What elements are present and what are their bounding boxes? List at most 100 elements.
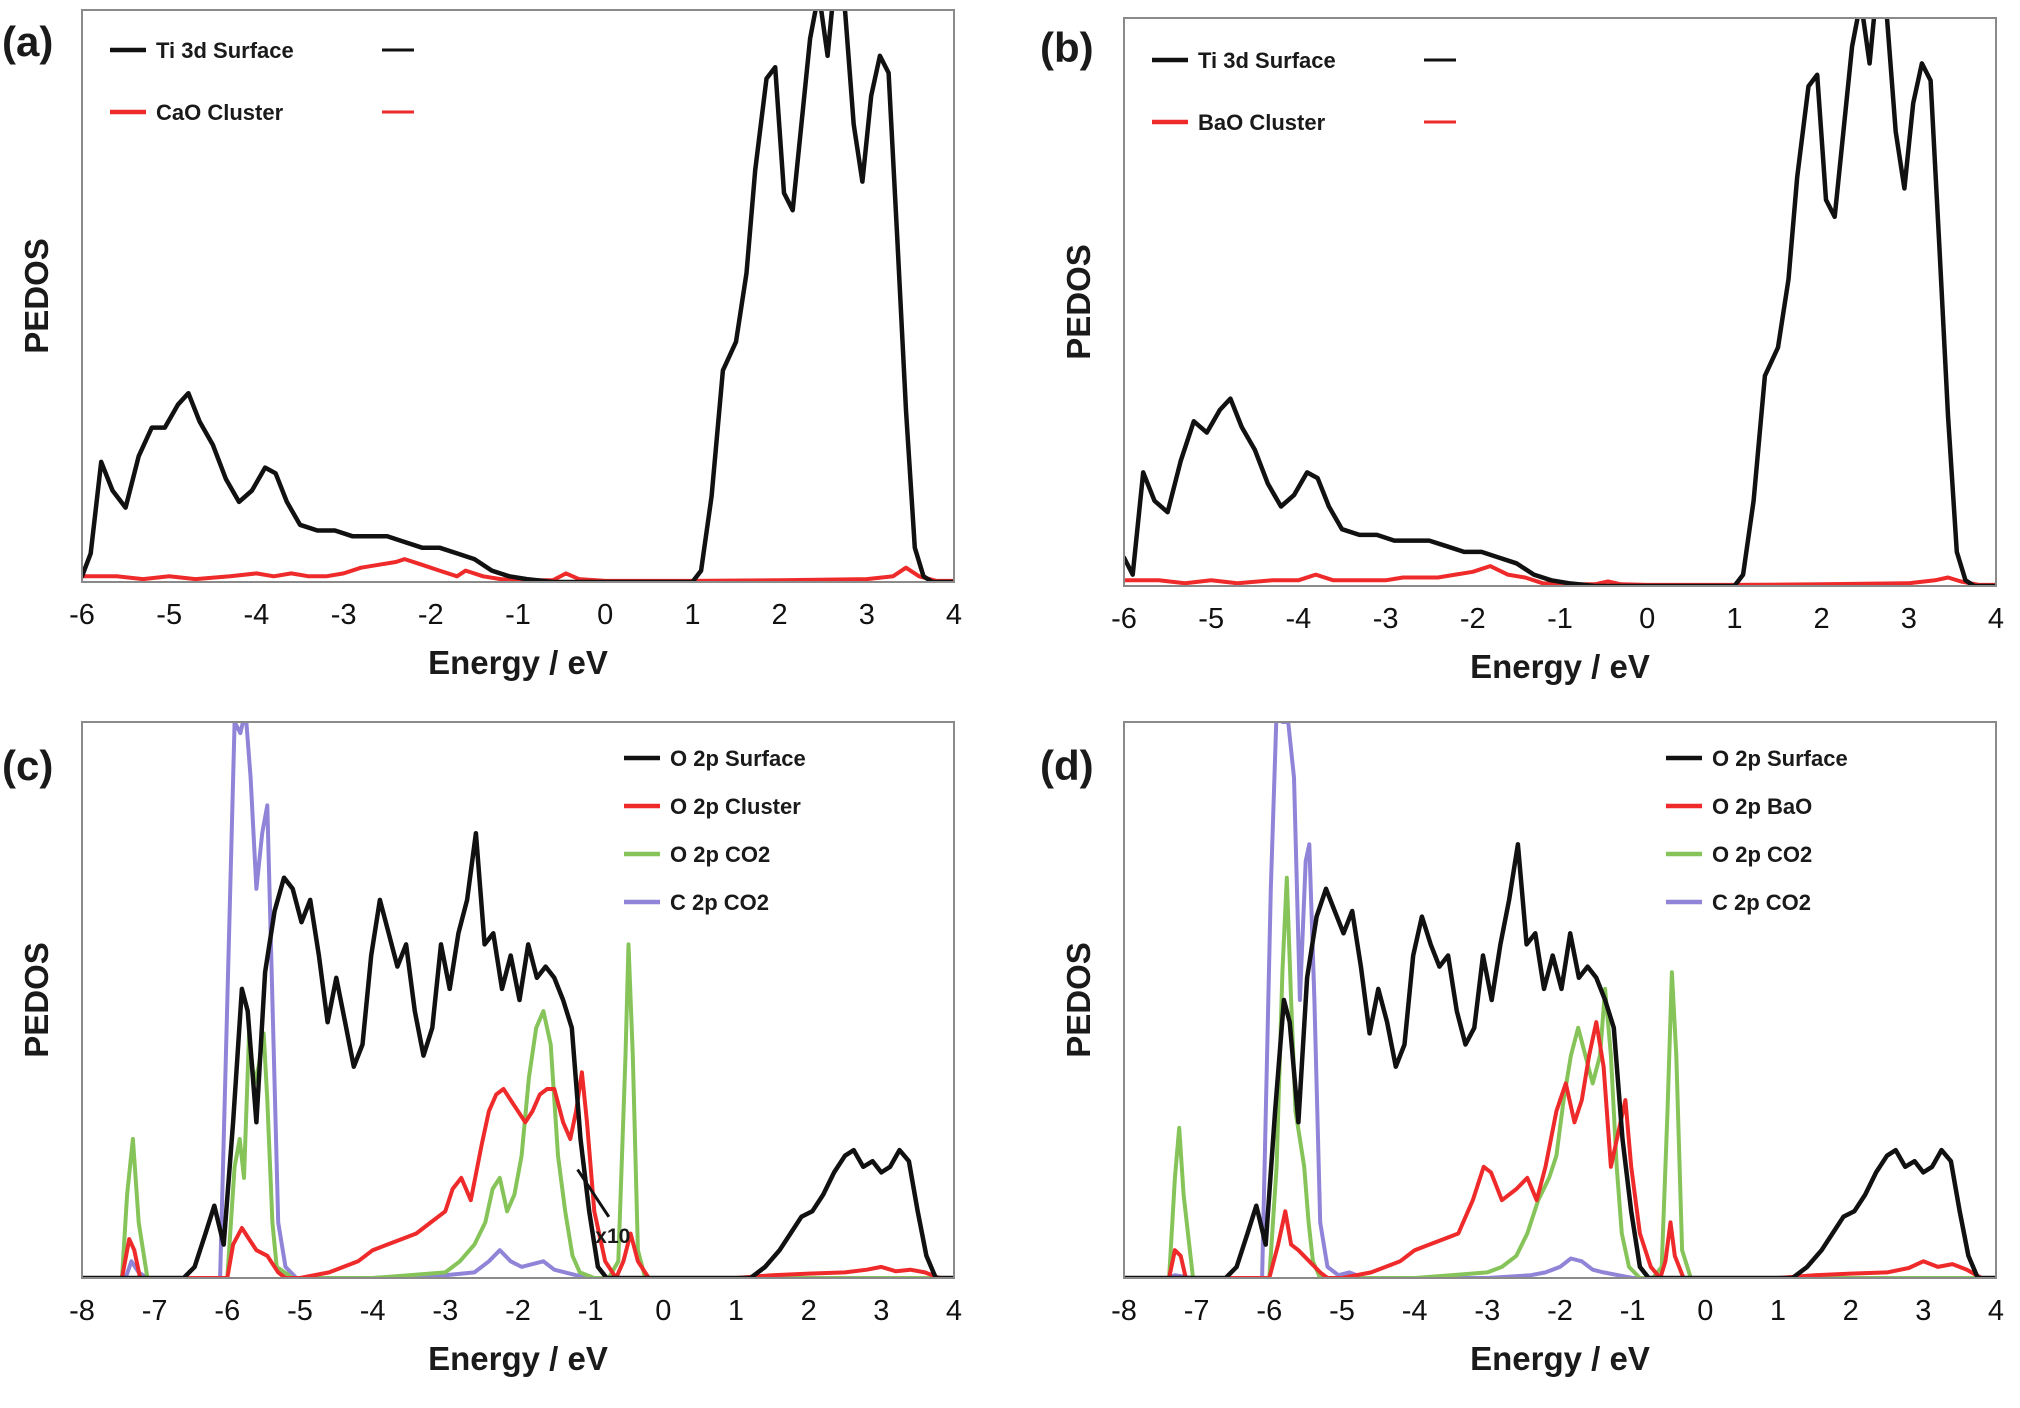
x-tick-label: 3 xyxy=(1915,1295,1931,1327)
x-tick-label: 2 xyxy=(1843,1295,1859,1327)
series-line-o-2p-co2 xyxy=(82,942,954,1278)
x-tick-label: -3 xyxy=(432,1295,458,1327)
y-axis-label: PEDOS xyxy=(18,238,55,354)
panel-label: (a) xyxy=(2,18,53,65)
x-axis-label: Energy / eV xyxy=(428,644,608,681)
x-tick-label: -1 xyxy=(505,599,531,631)
plot-frame xyxy=(81,721,955,1279)
x-tick-label: -2 xyxy=(1547,1295,1573,1327)
x-tick-label: 3 xyxy=(1901,603,1917,635)
legend-label: O 2p CO2 xyxy=(1712,842,1812,867)
x-tick-label: -6 xyxy=(69,599,95,631)
x-tick-label: 4 xyxy=(946,599,962,631)
series-line-o-2p-co2 xyxy=(1124,875,1996,1278)
x-tick-label: -2 xyxy=(505,1295,531,1327)
legend-label: O 2p Cluster xyxy=(670,794,801,819)
plot-frame xyxy=(81,9,955,583)
x-tick-label: -2 xyxy=(418,599,444,631)
series-line-cao-cluster xyxy=(82,557,954,582)
x-tick-label: 3 xyxy=(873,1295,889,1327)
legend-label: O 2p Surface xyxy=(670,746,806,771)
x-tick-label: -4 xyxy=(244,599,270,631)
x-tick-label: 1 xyxy=(1726,603,1742,635)
legend-label: O 2p Surface xyxy=(1712,746,1848,771)
legend-label: C 2p CO2 xyxy=(670,890,769,915)
x-tick-label: -3 xyxy=(1474,1295,1500,1327)
x-tick-label: -1 xyxy=(578,1295,604,1327)
x-tick-label: 2 xyxy=(772,599,788,631)
legend: Ti 3d Surface CaO Cluster xyxy=(110,38,414,125)
x-tick-label: -4 xyxy=(360,1295,386,1327)
legend-label: Ti 3d Surface xyxy=(156,38,294,63)
x-tick-label: -6 xyxy=(1256,1295,1282,1327)
legend: O 2p Surface O 2p Cluster O 2p CO2 C 2p CO2 xyxy=(624,746,806,915)
legend: Ti 3d Surface BaO Cluster xyxy=(1152,48,1456,135)
x-tick-label: -6 xyxy=(1111,603,1137,635)
x-tick-label: -5 xyxy=(287,1295,313,1327)
chart-panel-d: -8 -7 -6 -5 -4 -3 -2 -1 0 1 2 3 4 Energy / eV PEDOS (d)… xyxy=(1040,721,2004,1377)
legend-label: O 2p BaO xyxy=(1712,794,1812,819)
x-tick-label: -5 xyxy=(156,599,182,631)
y-axis-label: PEDOS xyxy=(18,942,55,1058)
x-tick-label: -3 xyxy=(331,599,357,631)
x-tick-label: 0 xyxy=(655,1295,671,1327)
x-tick-label: -1 xyxy=(1547,603,1573,635)
x-axis-label: Energy / eV xyxy=(428,1340,608,1377)
x-tick-label: -3 xyxy=(1373,603,1399,635)
plot-frame xyxy=(1123,721,1997,1279)
x-tick-label: 0 xyxy=(597,599,613,631)
x-tick-label: 3 xyxy=(859,599,875,631)
y-axis-label: PEDOS xyxy=(1060,942,1097,1058)
plot-frame xyxy=(1123,17,1997,587)
y-axis-label: PEDOS xyxy=(1060,244,1097,360)
series-group xyxy=(1124,722,1996,1278)
legend-label: BaO Cluster xyxy=(1198,110,1326,135)
chart-panel-c: -8 -7 -6 -5 -4 -3 -2 -1 0 1 2 3 4 Energy / eV PEDOS (c)… xyxy=(2,721,962,1377)
x-tick-label: 1 xyxy=(1770,1295,1786,1327)
x-tick-label: -1 xyxy=(1620,1295,1646,1327)
x-tick-label: 4 xyxy=(1988,603,2004,635)
series-line-o-2p-surface xyxy=(82,830,954,1278)
x-tick-label: 0 xyxy=(1697,1295,1713,1327)
x-tick-label: -7 xyxy=(1184,1295,1210,1327)
x-tick-label: -2 xyxy=(1460,603,1486,635)
annotation-arrow xyxy=(576,1168,611,1218)
series-line-o-2p-cluster xyxy=(82,1070,954,1278)
legend: O 2p Surface O 2p BaO O 2p CO2 C 2p CO2 xyxy=(1666,746,1848,915)
x-tick-label: -5 xyxy=(1198,603,1224,635)
x-tick-label: -4 xyxy=(1286,603,1312,635)
legend-label: O 2p CO2 xyxy=(670,842,770,867)
series-line-o-2p-bao xyxy=(1124,1020,1996,1278)
x-tick-label: 1 xyxy=(728,1295,744,1327)
x-tick-label: 2 xyxy=(801,1295,817,1327)
x-tick-label: 4 xyxy=(1988,1295,2004,1327)
legend-label: CaO Cluster xyxy=(156,100,284,125)
x-axis-label: Energy / eV xyxy=(1470,648,1650,685)
series-line-ti-3d-surface xyxy=(1124,18,1996,586)
x-tick-label: -8 xyxy=(69,1295,95,1327)
annotation-label: x10 xyxy=(595,1225,630,1248)
x-tick-label: 1 xyxy=(684,599,700,631)
series-line-c-2p-co2 xyxy=(1124,722,1996,1278)
panel-label: (c) xyxy=(2,742,53,789)
x-tick-label: -4 xyxy=(1402,1295,1428,1327)
x-tick-label: -6 xyxy=(214,1295,240,1327)
x-tick-label: -7 xyxy=(142,1295,168,1327)
series-group xyxy=(1124,18,1996,586)
legend-label: C 2p CO2 xyxy=(1712,890,1811,915)
chart-panel-a: -6 -5 -4 -3 -2 -1 0 1 2 3 4 Energy / eV PEDOS (a) Ti 3… xyxy=(2,9,962,681)
x-tick-label: 2 xyxy=(1814,603,1830,635)
series-line-bao-cluster xyxy=(1124,564,1996,586)
x-tick-label: 4 xyxy=(946,1295,962,1327)
series-line-c-2p-co2 xyxy=(82,722,954,1278)
x-axis-label: Energy / eV xyxy=(1470,1340,1650,1377)
panel-label: (b) xyxy=(1040,24,1094,71)
panel-label: (d) xyxy=(1040,742,1094,789)
series-line-ti-3d-surface xyxy=(82,10,954,582)
x-tick-label: -5 xyxy=(1329,1295,1355,1327)
x-tick-label: 0 xyxy=(1639,603,1655,635)
series-line-o-2p-surface xyxy=(1124,842,1996,1278)
legend-label: Ti 3d Surface xyxy=(1198,48,1336,73)
x-tick-label: -8 xyxy=(1111,1295,1137,1327)
